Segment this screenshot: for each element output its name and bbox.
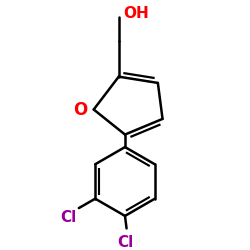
- Text: Cl: Cl: [60, 210, 77, 225]
- Text: OH: OH: [123, 6, 149, 21]
- Text: Cl: Cl: [117, 235, 133, 250]
- Text: O: O: [73, 100, 88, 118]
